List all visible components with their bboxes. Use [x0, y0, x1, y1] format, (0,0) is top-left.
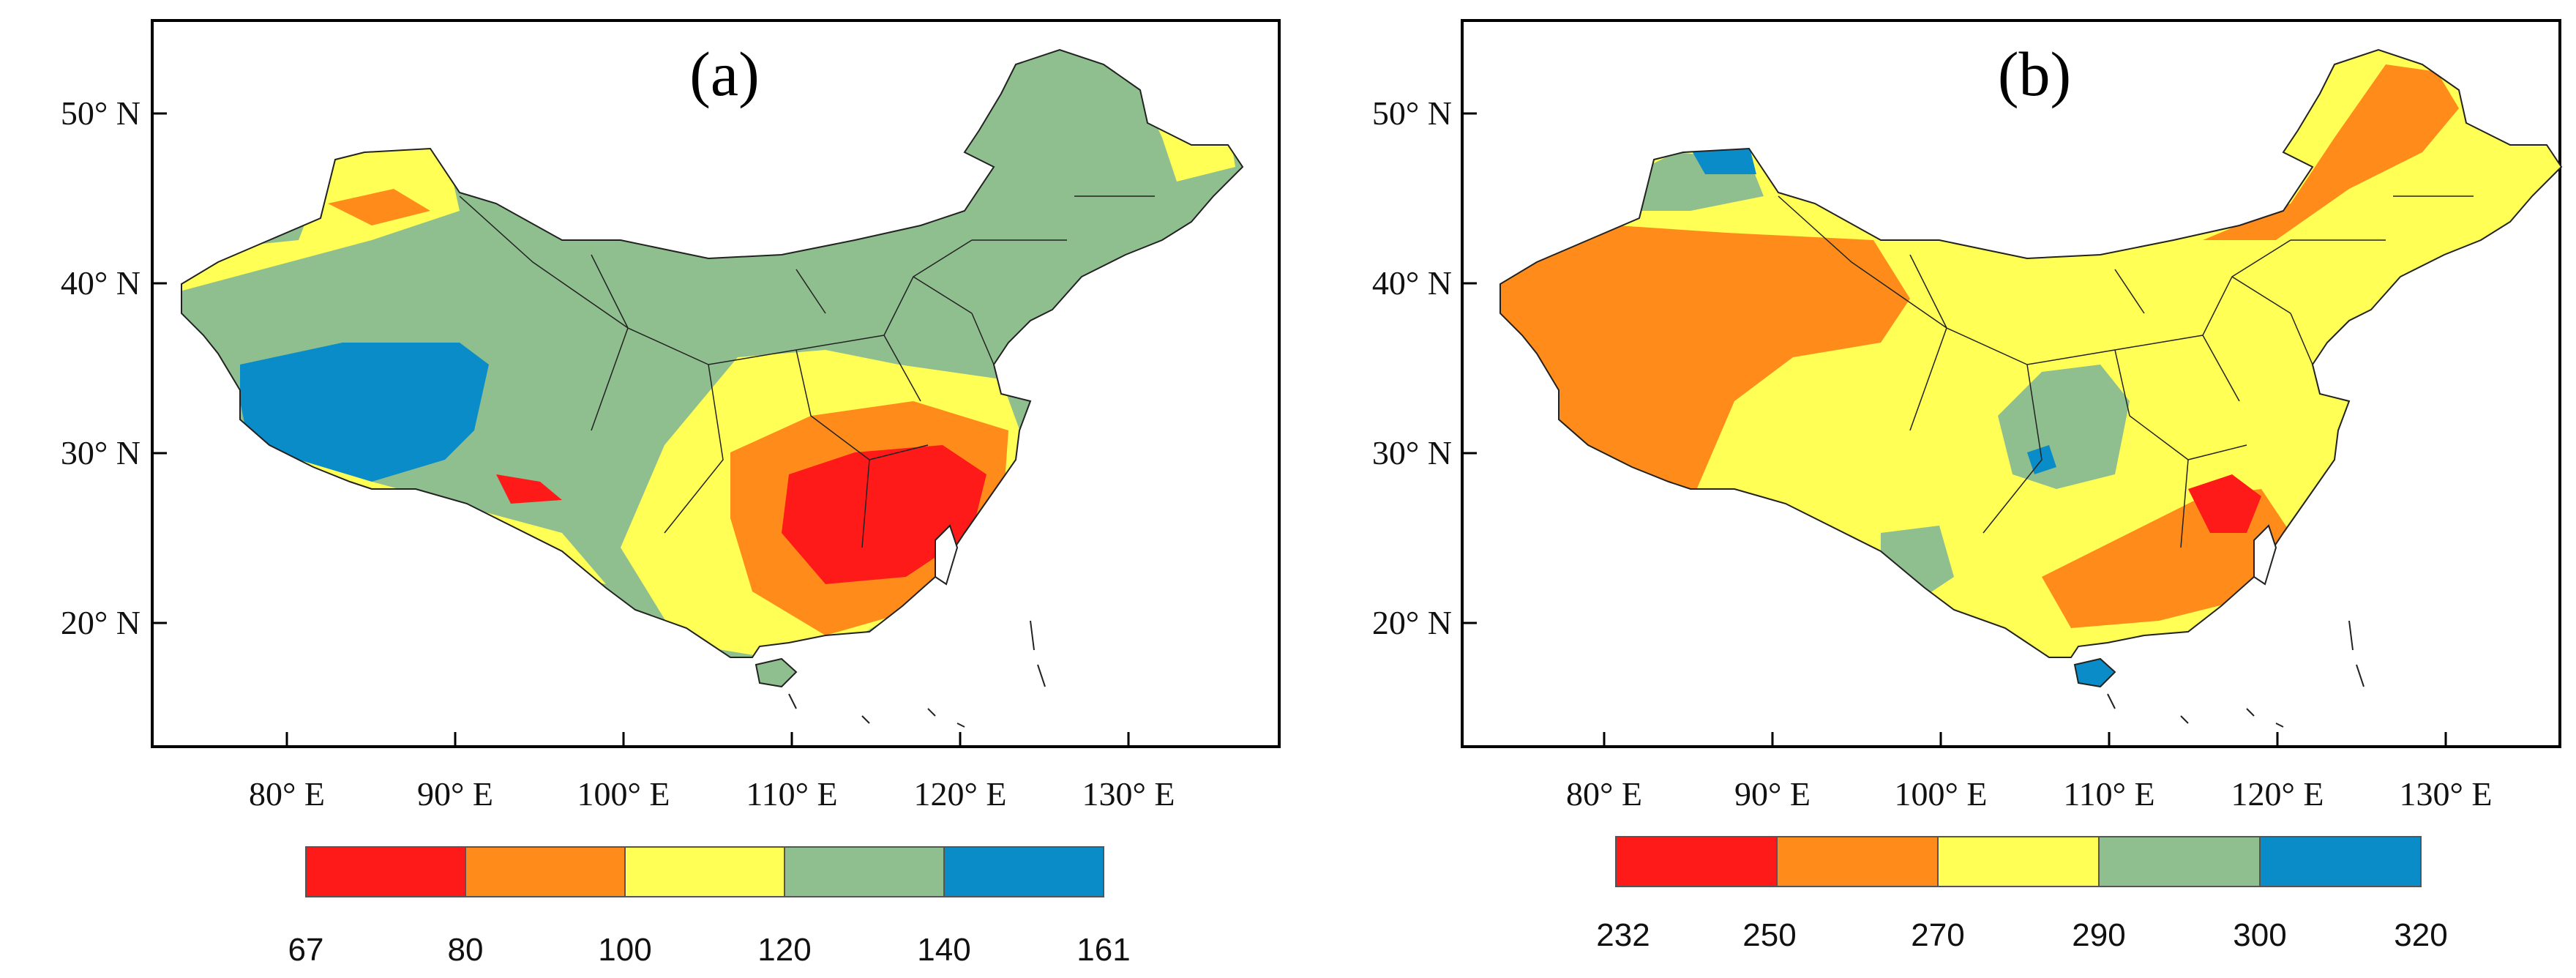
panel-a-label: (a) [689, 39, 759, 109]
panel-b: (b) 80° E 90° E 100° E 110° E 120° E 130… [1372, 19, 2562, 953]
south-china-sea-islands [2107, 620, 2365, 728]
panel-a-y-ticks: 50° N 40° N 30° N 20° N [61, 94, 167, 641]
y-tick-label: 40° N [1372, 264, 1452, 302]
legend-value: 270 [1911, 917, 1964, 953]
legend-value: 67 [288, 932, 324, 968]
x-tick-label: 120° E [2231, 775, 2324, 813]
x-tick-label: 110° E [2063, 775, 2154, 813]
x-tick-label: 90° E [417, 775, 493, 813]
legend-value: 120 [757, 932, 811, 968]
panel-a-x-ticks: 80° E 90° E 100° E 110° E 120° E 130° E [249, 732, 1175, 813]
legend-swatch [943, 846, 1104, 897]
legend-swatch [1776, 836, 1939, 887]
legend-value: 232 [1596, 917, 1650, 953]
y-tick-label: 50° N [61, 94, 141, 132]
legend-value: 100 [598, 932, 651, 968]
y-tick-label: 40° N [61, 264, 141, 302]
legend-value: 80 [448, 932, 484, 968]
region-red-southeast [2188, 474, 2261, 533]
x-tick-label: 130° E [1082, 775, 1175, 813]
panel-b-x-ticks: 80° E 90° E 100° E 110° E 120° E 130° E [1566, 732, 2493, 813]
region-blue-north-edge [1690, 145, 1756, 174]
legend-swatch [1937, 836, 2100, 887]
x-tick-label: 130° E [2400, 775, 2493, 813]
south-china-sea-islands [788, 620, 1046, 728]
region-blue-tibet [240, 343, 489, 482]
legend-value: 290 [2072, 917, 2125, 953]
panel-b-label: (b) [1998, 39, 2071, 109]
x-tick-label: 90° E [1734, 775, 1811, 813]
legend-value: 320 [2394, 917, 2447, 953]
legend-swatch [305, 846, 466, 897]
legend-value: 250 [1742, 917, 1796, 953]
region-orange-west [1500, 225, 1910, 504]
panel-b-legend: 232 250 270 290 300 320 [1596, 836, 2448, 953]
legend-swatch [784, 846, 945, 897]
x-tick-label: 100° E [577, 775, 670, 813]
province-borders [1778, 195, 2474, 548]
x-tick-label: 100° E [1895, 775, 1988, 813]
x-tick-label: 80° E [1566, 775, 1642, 813]
legend-value: 140 [917, 932, 970, 968]
legend-swatch [1615, 836, 1778, 887]
x-tick-label: 110° E [746, 775, 837, 813]
legend-value: 300 [2233, 917, 2286, 953]
x-tick-label: 80° E [249, 775, 325, 813]
legend-swatch [465, 846, 626, 897]
region-red-south [496, 474, 562, 504]
panel-a: (a) 80° E 90° E 100° E 110° E 120° E 130… [61, 19, 1281, 968]
legend-swatch [624, 846, 785, 897]
panel-b-y-ticks: 50° N 40° N 30° N 20° N [1372, 94, 1477, 641]
y-tick-label: 20° N [61, 604, 141, 641]
y-tick-label: 30° N [61, 434, 141, 471]
y-tick-label: 30° N [1372, 434, 1452, 471]
legend-swatch [2098, 836, 2261, 887]
province-borders [459, 195, 1155, 548]
panel-a-legend: 67 80 100 120 140 161 [288, 846, 1131, 968]
y-tick-label: 20° N [1372, 604, 1452, 641]
region-orange-northwest [328, 189, 430, 225]
y-tick-label: 50° N [1372, 94, 1452, 132]
legend-swatch [2259, 836, 2422, 887]
region-orange-northeast [2203, 64, 2459, 240]
legend-value: 161 [1077, 932, 1130, 968]
x-tick-label: 120° E [914, 775, 1007, 813]
